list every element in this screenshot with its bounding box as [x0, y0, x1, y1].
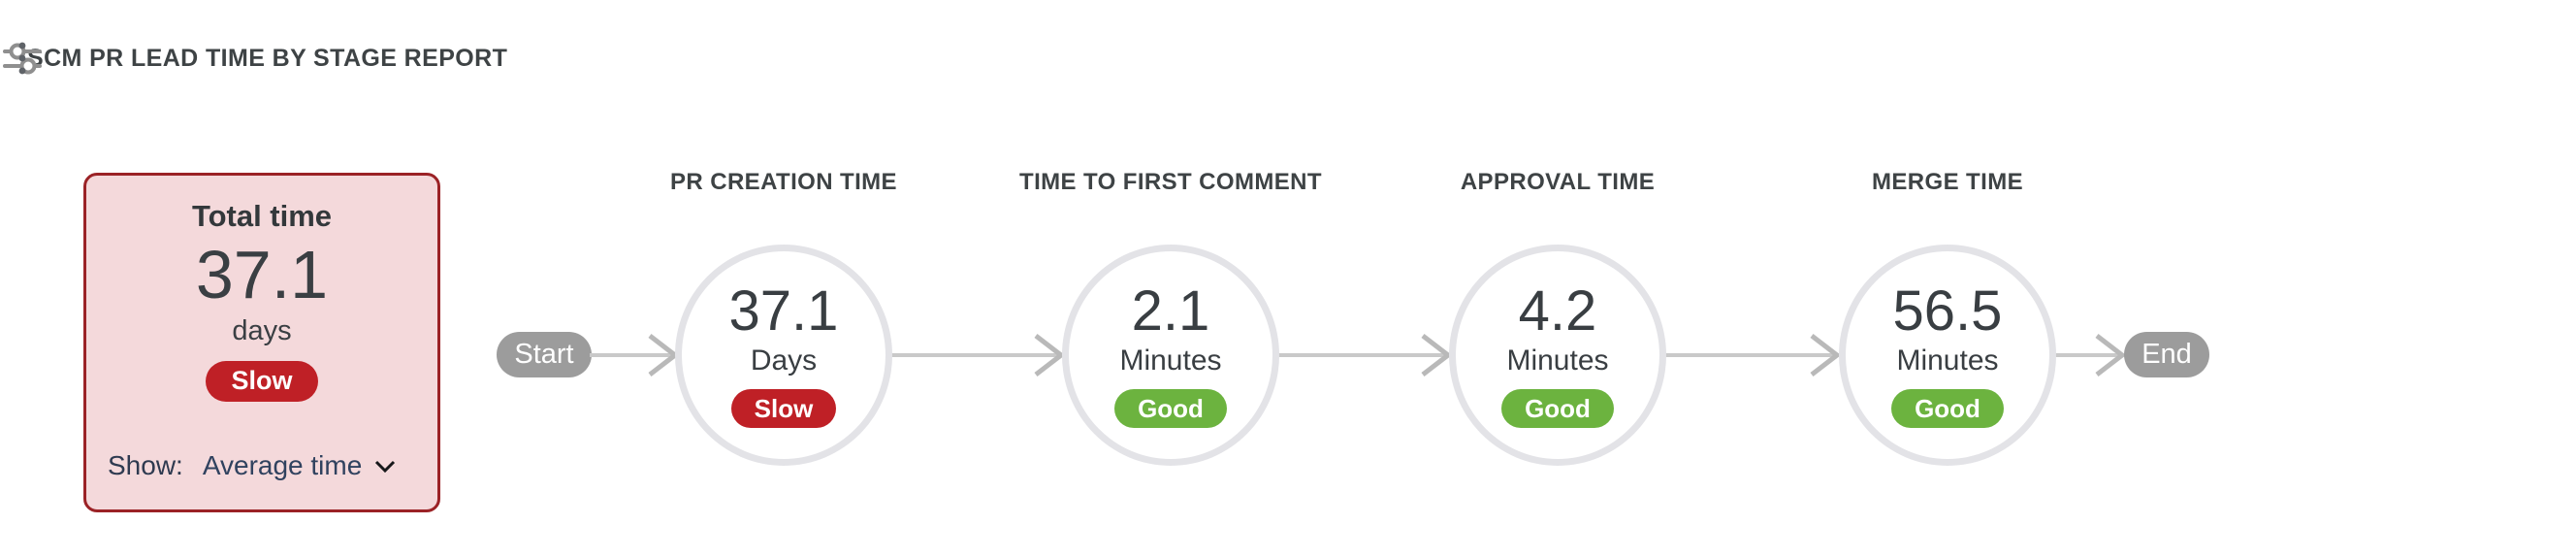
- stage-unit: Days: [750, 344, 818, 377]
- flow-end-pill: End: [2124, 332, 2209, 377]
- flow-arrow: [890, 334, 1065, 377]
- stage-label-first-comment: TIME TO FIRST COMMENT: [1019, 169, 1322, 195]
- stage-value: 4.2: [1518, 278, 1597, 343]
- show-row: Show: Average time: [108, 450, 397, 481]
- status-badge: Slow: [206, 360, 318, 402]
- stage-node-merge: 56.5 Minutes Good: [1839, 245, 2056, 466]
- status-badge: Slow: [730, 389, 837, 429]
- report-title: SCM PR LEAD TIME BY STAGE REPORT: [27, 45, 508, 72]
- stage-label-merge: MERGE TIME: [1871, 169, 2023, 195]
- stage-label-approval: APPROVAL TIME: [1460, 169, 1656, 195]
- status-badge: Good: [1501, 389, 1614, 429]
- show-dropdown-value: Average time: [202, 450, 363, 480]
- stage-value: 37.1: [728, 278, 839, 343]
- stage-node-approval: 4.2 Minutes Good: [1449, 245, 1666, 466]
- chevron-down-icon: [373, 450, 397, 481]
- card-value: 37.1: [195, 237, 329, 312]
- flow-start-pill: Start: [497, 332, 592, 377]
- show-dropdown[interactable]: Average time: [203, 450, 397, 481]
- card-unit: days: [232, 314, 292, 346]
- stage-node-pr-creation: 37.1 Days Slow: [675, 245, 892, 466]
- kebab-menu-button[interactable]: [0, 39, 45, 80]
- total-time-card: Total time 37.1 days Slow Show: Average …: [83, 173, 440, 512]
- stage-node-first-comment: 2.1 Minutes Good: [1062, 245, 1279, 466]
- flow-arrow: [2052, 334, 2126, 377]
- stage-value: 56.5: [1892, 278, 2003, 343]
- stage-unit: Minutes: [1506, 344, 1609, 377]
- status-badge: Good: [1114, 389, 1227, 429]
- show-label: Show:: [108, 450, 183, 480]
- stage-value: 2.1: [1131, 278, 1210, 343]
- flow-arrow: [1664, 334, 1841, 377]
- card-title: Total time: [191, 199, 333, 233]
- flow-arrow: [590, 334, 679, 377]
- stage-label-pr-creation: PR CREATION TIME: [670, 169, 897, 195]
- flow-arrow: [1277, 334, 1452, 377]
- kebab-menu-icon: [16, 40, 29, 80]
- stage-unit: Minutes: [1896, 344, 1999, 377]
- status-badge: Good: [1891, 389, 2004, 429]
- stage-unit: Minutes: [1119, 344, 1222, 377]
